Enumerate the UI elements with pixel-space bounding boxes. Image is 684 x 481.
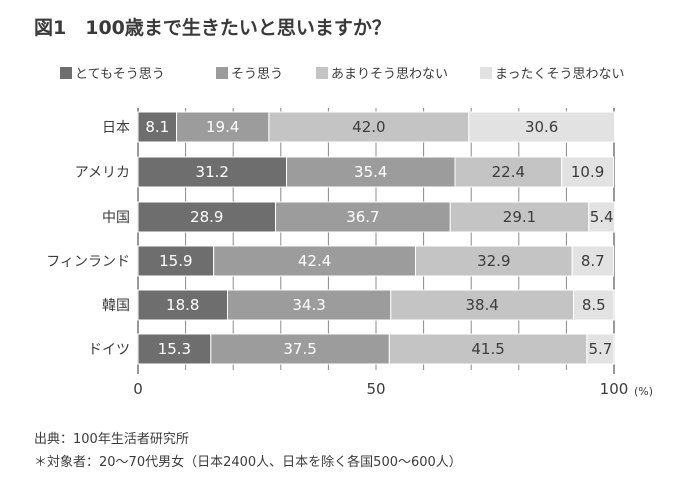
legend: とてもそう思う そう思う あまりそう思わない まったくそう思わない xyxy=(60,67,624,82)
value-label-3-1: 28.9 xyxy=(190,208,223,226)
category-label-3: 中国 xyxy=(102,210,130,226)
bar-3-1 xyxy=(137,201,277,233)
bar-5-2 xyxy=(226,289,392,321)
bar-1-3 xyxy=(268,111,470,143)
bar-3-2 xyxy=(275,201,451,233)
bar-4-2 xyxy=(213,245,417,277)
legend-label-1: とてもそう思う xyxy=(75,67,165,82)
value-label-2-2: 35.4 xyxy=(354,163,387,181)
bar-6-1 xyxy=(137,333,212,365)
bar-3-4 xyxy=(588,201,615,233)
value-label-5-2: 34.3 xyxy=(292,296,325,314)
legend-label-3: あまりそう思わない xyxy=(331,67,448,82)
value-label-3-3: 29.1 xyxy=(503,208,536,226)
category-label-1: 日本 xyxy=(102,120,130,136)
bar-5-1 xyxy=(137,289,228,321)
value-label-4-1: 15.9 xyxy=(159,252,192,270)
bar-4-4 xyxy=(571,245,615,277)
legend-swatch-3 xyxy=(316,67,328,79)
value-label-5-4: 8.5 xyxy=(582,296,606,314)
category-label-2: アメリカ xyxy=(75,165,130,181)
value-label-6-4: 5.7 xyxy=(589,340,613,358)
value-label-3-2: 36.7 xyxy=(346,208,379,226)
value-label-5-1: 18.8 xyxy=(166,296,199,314)
source-note: 出典：100年生活者研究所 xyxy=(34,432,189,447)
value-label-1-3: 42.0 xyxy=(352,118,385,136)
legend-swatch-4 xyxy=(480,67,492,79)
bar-1-1 xyxy=(137,111,178,143)
bar-1-4 xyxy=(468,111,615,143)
value-label-2-4: 10.9 xyxy=(571,163,604,181)
x-tick-label-1: 0 xyxy=(133,380,143,398)
x-axis-ticks: 0 50 100 xyxy=(133,380,628,398)
value-label-6-2: 37.5 xyxy=(283,340,316,358)
bar-4-1 xyxy=(137,245,215,277)
x-tick-label-2: 50 xyxy=(366,380,385,398)
legend-label-2: そう思う xyxy=(231,67,283,82)
bar-4-3 xyxy=(415,245,573,277)
value-label-4-4: 8.7 xyxy=(581,252,605,270)
value-label-5-3: 38.4 xyxy=(465,296,498,314)
bar-1-2 xyxy=(176,111,270,143)
value-label-4-3: 32.9 xyxy=(477,252,510,270)
value-label-6-1: 15.3 xyxy=(158,340,191,358)
bars: 8.1 19.4 42.0 30.6 31.2 35.4 22.4 10.9 28.9 36.7 2… xyxy=(137,111,615,365)
bar-2-4 xyxy=(561,156,615,188)
value-label-1-2: 19.4 xyxy=(206,118,239,136)
category-label-5: 韓国 xyxy=(102,298,130,314)
bar-5-4 xyxy=(573,289,615,321)
x-tick-label-3: 100 xyxy=(600,380,629,398)
category-label-6: ドイツ xyxy=(88,342,130,358)
value-label-1-1: 8.1 xyxy=(145,118,169,136)
value-label-3-4: 5.4 xyxy=(590,208,614,226)
respondent-note: ＊対象者：20～70代男女（日本2400人、日本を除く各国500～600人） xyxy=(34,454,462,470)
legend-swatch-2 xyxy=(216,67,228,79)
bar-2-1 xyxy=(137,156,288,188)
value-label-2-1: 31.2 xyxy=(196,163,229,181)
value-label-6-3: 41.5 xyxy=(471,340,504,358)
value-label-4-2: 42.4 xyxy=(298,252,331,270)
chart-title: 図1 100歳まで生きたいと思いますか？ xyxy=(34,16,391,39)
category-label-4: フィンランド xyxy=(46,254,130,270)
legend-label-4: まったくそう思わない xyxy=(495,67,624,82)
bar-6-3 xyxy=(388,333,588,365)
bar-2-2 xyxy=(286,156,456,188)
bar-6-4 xyxy=(586,333,615,365)
legend-swatch-1 xyxy=(60,67,72,79)
value-label-2-3: 22.4 xyxy=(492,163,525,181)
x-unit-label: (%) xyxy=(634,385,653,398)
gridlines xyxy=(137,108,615,374)
value-label-1-4: 30.6 xyxy=(525,118,558,136)
